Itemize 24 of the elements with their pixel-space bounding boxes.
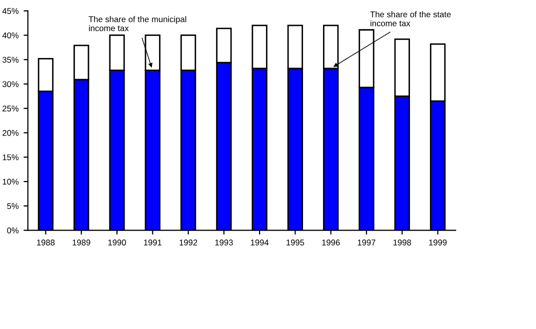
y-tick-label: 0% bbox=[7, 228, 19, 234]
y-tick-label: 10% bbox=[2, 178, 19, 185]
x-tick-label: 1997 bbox=[358, 240, 376, 246]
annotation: The share of the state income tax bbox=[370, 11, 451, 26]
x-tick-label: 1989 bbox=[72, 240, 90, 246]
y-tick-label: 25% bbox=[2, 106, 19, 112]
x-tick-label: 1998 bbox=[394, 240, 412, 246]
x-tick-label: 1992 bbox=[180, 240, 198, 246]
y-tick-label: 35% bbox=[2, 56, 19, 63]
annotation: The share of the municipal income tax bbox=[88, 16, 186, 32]
x-tick-label: 1993 bbox=[215, 240, 233, 246]
y-tick-label: 30% bbox=[2, 81, 19, 88]
y-tick-label: 15% bbox=[2, 154, 19, 160]
x-tick-label: 1990 bbox=[108, 240, 126, 246]
x-tick-label: 1988 bbox=[37, 240, 55, 246]
x-tick-label: 1991 bbox=[144, 240, 162, 246]
y-tick-label: 5% bbox=[7, 203, 19, 210]
x-tick-label: 1995 bbox=[286, 240, 304, 246]
x-tick-label: 1996 bbox=[322, 240, 340, 246]
x-tick-label: 1994 bbox=[250, 240, 269, 246]
y-tick-label: 20% bbox=[2, 130, 19, 136]
y-tick-label: 45% bbox=[2, 8, 19, 14]
y-tick-label: 40% bbox=[2, 32, 19, 38]
x-tick-label: 1999 bbox=[429, 240, 447, 246]
